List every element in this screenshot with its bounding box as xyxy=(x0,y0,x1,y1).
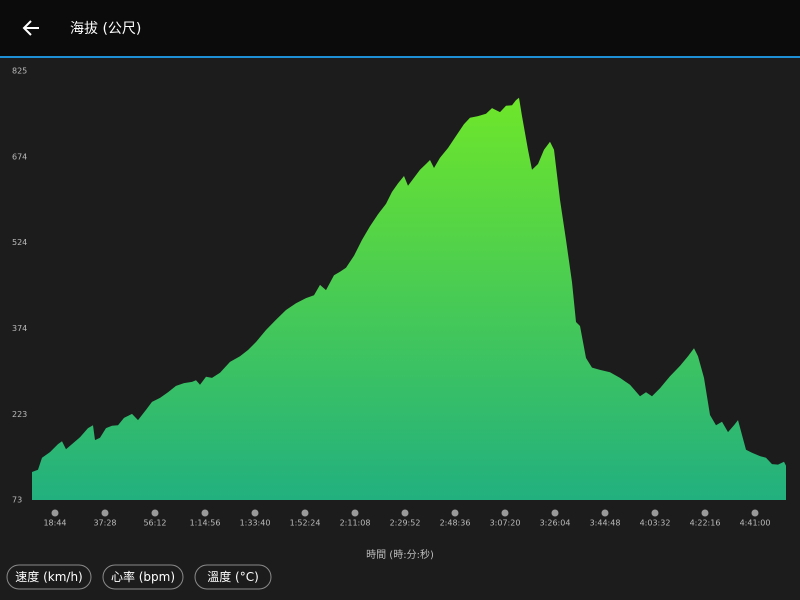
y-tick-label: 674 xyxy=(12,153,27,162)
button-label[interactable]: 速度 (km/h) xyxy=(15,569,82,584)
x-tick-label: 18:44 xyxy=(43,519,66,528)
x-tick-label: 1:52:24 xyxy=(290,519,321,528)
x-tick-dot xyxy=(251,509,259,517)
button-label[interactable]: 心率 (bpm) xyxy=(111,569,175,584)
x-tick-dot xyxy=(201,509,209,517)
header-bar xyxy=(0,0,800,56)
x-tick-label: 3:07:20 xyxy=(490,519,521,528)
x-tick-label: 1:33:40 xyxy=(240,519,271,528)
x-tick-dot xyxy=(301,509,309,517)
x-tick-dot xyxy=(751,509,759,517)
y-tick-label: 825 xyxy=(12,67,27,76)
button[interactable]: 速度 (km/h) xyxy=(6,564,92,590)
x-tick-label: 2:29:52 xyxy=(390,519,421,528)
x-tick-dot xyxy=(151,509,159,517)
x-tick-label: 3:26:04 xyxy=(540,519,571,528)
x-tick-label: 1:14:56 xyxy=(190,519,221,528)
y-tick-label: 73 xyxy=(12,496,22,505)
x-tick-dot xyxy=(601,509,609,517)
x-tick-label: 37:28 xyxy=(93,519,116,528)
x-tick-dot xyxy=(451,509,459,517)
x-tick-label: 4:41:00 xyxy=(740,519,771,528)
x-tick-dot xyxy=(551,509,559,517)
button[interactable]: 心率 (bpm) xyxy=(102,564,184,590)
x-tick-label: 2:11:08 xyxy=(340,519,371,528)
x-tick-dot xyxy=(651,509,659,517)
x-tick-label: 2:48:36 xyxy=(440,519,471,528)
header-divider xyxy=(0,56,800,58)
x-tick-dot xyxy=(401,509,409,517)
x-tick-label: 4:03:32 xyxy=(640,519,671,528)
y-tick-label: 223 xyxy=(12,410,27,419)
button[interactable]: 溫度 (°C) xyxy=(194,564,272,590)
header-title: 海拔 (公尺) xyxy=(70,21,141,37)
elevation-area xyxy=(32,97,786,501)
button-label[interactable]: 溫度 (°C) xyxy=(207,569,259,584)
x-tick-dot xyxy=(351,509,359,517)
x-tick-dot xyxy=(101,509,109,517)
y-tick-label: 524 xyxy=(12,238,27,247)
y-tick-label: 374 xyxy=(12,324,27,333)
x-axis-label: 時間 (時:分:秒) xyxy=(366,548,434,561)
back-button[interactable] xyxy=(14,12,50,44)
x-tick-dot xyxy=(501,509,509,517)
x-tick-label: 4:22:16 xyxy=(690,519,721,528)
x-tick-label: 3:44:48 xyxy=(590,519,621,528)
x-tick-dot xyxy=(701,509,709,517)
x-tick-dot xyxy=(51,509,59,517)
x-tick-label: 56:12 xyxy=(143,519,166,528)
